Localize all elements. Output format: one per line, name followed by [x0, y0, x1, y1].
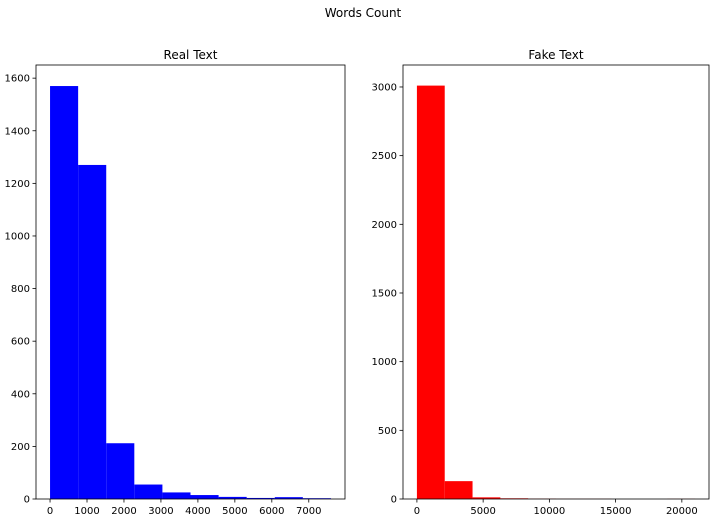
y-tick-label: 800	[11, 284, 30, 295]
subplot-title: Real Text	[164, 48, 218, 62]
x-tick-label: 3000	[148, 506, 173, 517]
x-tick-label: 0	[47, 506, 53, 517]
histogram-bar	[190, 495, 219, 499]
histogram-bar	[78, 164, 107, 499]
y-tick-label: 400	[11, 389, 30, 400]
y-tick-label: 1600	[5, 74, 30, 85]
y-tick-label: 2000	[372, 220, 397, 231]
y-tick-label: 0	[391, 495, 397, 506]
x-tick-label: 5000	[222, 506, 247, 517]
x-tick-label: 4000	[185, 506, 210, 517]
y-tick-label: 0	[24, 495, 30, 506]
y-tick-label: 500	[378, 426, 397, 437]
y-tick-label: 1200	[5, 179, 30, 190]
histogram-bar	[50, 86, 79, 500]
x-tick-label: 6000	[259, 506, 284, 517]
y-tick-label: 2500	[372, 151, 397, 162]
histogram-bar	[106, 443, 135, 499]
y-tick-label: 1400	[5, 126, 30, 137]
histogram-bar	[274, 497, 303, 499]
subplot-real-text: 0 1000 2000 3000 4000 5000 6000 7000 0 200 400 600 8…	[5, 48, 346, 517]
figure-suptitle: Words Count	[325, 6, 402, 20]
histogram-bar	[416, 85, 445, 500]
x-tick-label: 10000	[533, 506, 565, 517]
subplot-title: Fake Text	[528, 48, 583, 62]
y-tick-label: 1500	[372, 288, 397, 299]
axes-frame	[35, 64, 346, 500]
histogram-bar	[246, 497, 275, 499]
histogram-bar	[472, 497, 501, 499]
y-tick-label: 600	[11, 337, 30, 348]
y-tick-label: 1000	[372, 357, 397, 368]
x-tick-label: 7000	[296, 506, 321, 517]
histogram-bar	[444, 481, 473, 499]
y-tick-label: 200	[11, 442, 30, 453]
x-tick-label: 1000	[74, 506, 99, 517]
subplot-fake-text: 0 5000 10000 15000 20000 0 500 1000 1500 2000 2500…	[372, 48, 710, 517]
y-tick-label: 1000	[5, 231, 30, 242]
x-tick-label: 15000	[600, 506, 632, 517]
x-tick-label: 20000	[666, 506, 698, 517]
axes-frame	[402, 64, 710, 500]
x-tick-label: 2000	[111, 506, 136, 517]
histogram-bar	[162, 492, 191, 499]
x-tick-label: 0	[414, 506, 420, 517]
histogram-bar	[134, 484, 163, 499]
x-tick-label: 5000	[470, 506, 495, 517]
y-tick-label: 3000	[372, 82, 397, 93]
histogram-bar	[218, 496, 247, 499]
